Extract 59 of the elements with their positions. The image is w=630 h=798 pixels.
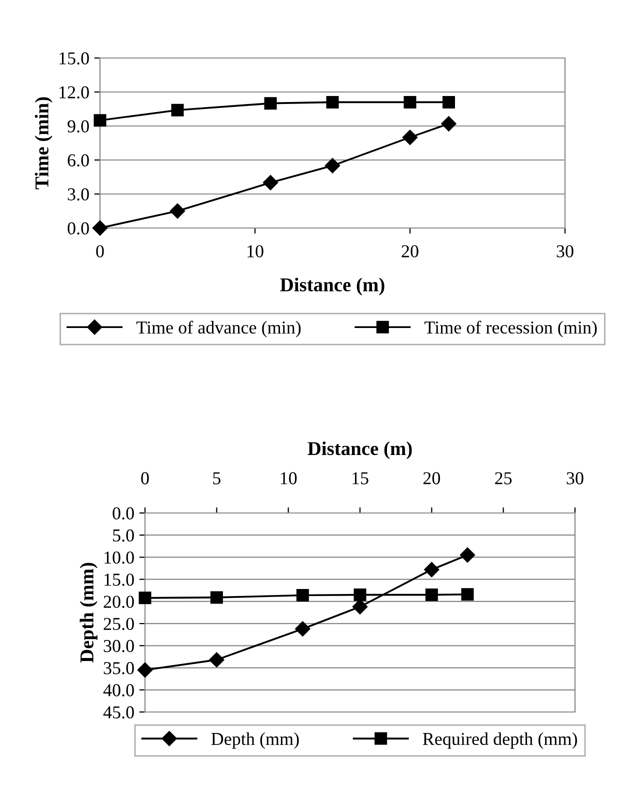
point (209, 652, 224, 668)
point (262, 175, 278, 190)
legend-label: Time of recession (min) (424, 320, 597, 338)
point (442, 96, 455, 108)
y-tick-label: 9.0 (68, 120, 89, 133)
x-tick-label: 30 (566, 472, 584, 484)
point (94, 114, 106, 127)
legend-label: Required depth (mm) (422, 732, 577, 749)
x-tick-label: 15 (352, 472, 368, 484)
point (324, 158, 340, 174)
x-tick-label: 20 (423, 472, 440, 484)
x-tick-label: 30 (556, 245, 574, 258)
y-tick-label: 30.0 (104, 640, 134, 652)
y-tick-label: 15.0 (104, 574, 134, 586)
y-tick-label: 25.0 (104, 618, 134, 630)
y-tick-label: 0.0 (112, 507, 134, 520)
point (326, 96, 339, 108)
x-tick-label: 25 (495, 472, 512, 484)
y-tick-label: 12.0 (60, 86, 89, 99)
point (138, 592, 152, 604)
y-tick-label: 5.0 (113, 529, 134, 542)
point (354, 588, 366, 602)
x-axis-title: Distance (m) (280, 278, 384, 296)
point (404, 96, 416, 108)
point (171, 104, 184, 116)
legend-label: Depth (mm) (211, 732, 299, 749)
x-tick-label: 10 (248, 245, 264, 258)
point (170, 203, 186, 219)
x-tick-label: 0 (141, 472, 149, 484)
y-tick-label: 15.0 (60, 52, 89, 65)
point (210, 591, 223, 604)
point (92, 220, 108, 236)
x-axis-title: Distance (m) (308, 441, 412, 460)
y-tick-label: 0.0 (68, 222, 89, 235)
point (441, 116, 456, 132)
point (460, 547, 476, 563)
point (425, 588, 438, 602)
y-axis-title: Depth (mm) (80, 562, 98, 663)
y-tick-label: 10.0 (104, 551, 134, 564)
point (296, 589, 309, 602)
x-tick-label: 0 (96, 245, 104, 258)
y-tick-label: 6.0 (68, 154, 89, 167)
y-axis-title: Time (min) (34, 97, 52, 190)
x-tick-label: 20 (402, 245, 418, 258)
y-tick-label: 3.0 (68, 188, 89, 201)
point (137, 662, 153, 678)
x-tick-label: 10 (280, 472, 297, 484)
point (352, 599, 368, 614)
point (461, 588, 474, 601)
legend-label: Time of advance (min) (136, 320, 301, 338)
y-tick-label: 40.0 (103, 684, 134, 696)
point (264, 97, 277, 110)
point (424, 562, 440, 578)
y-tick-label: 20.0 (104, 596, 134, 608)
x-tick-label: 5 (213, 472, 220, 484)
y-tick-label: 45.0 (103, 706, 134, 719)
y-tick-label: 35.0 (104, 662, 134, 674)
point (402, 130, 418, 145)
point (295, 621, 310, 636)
